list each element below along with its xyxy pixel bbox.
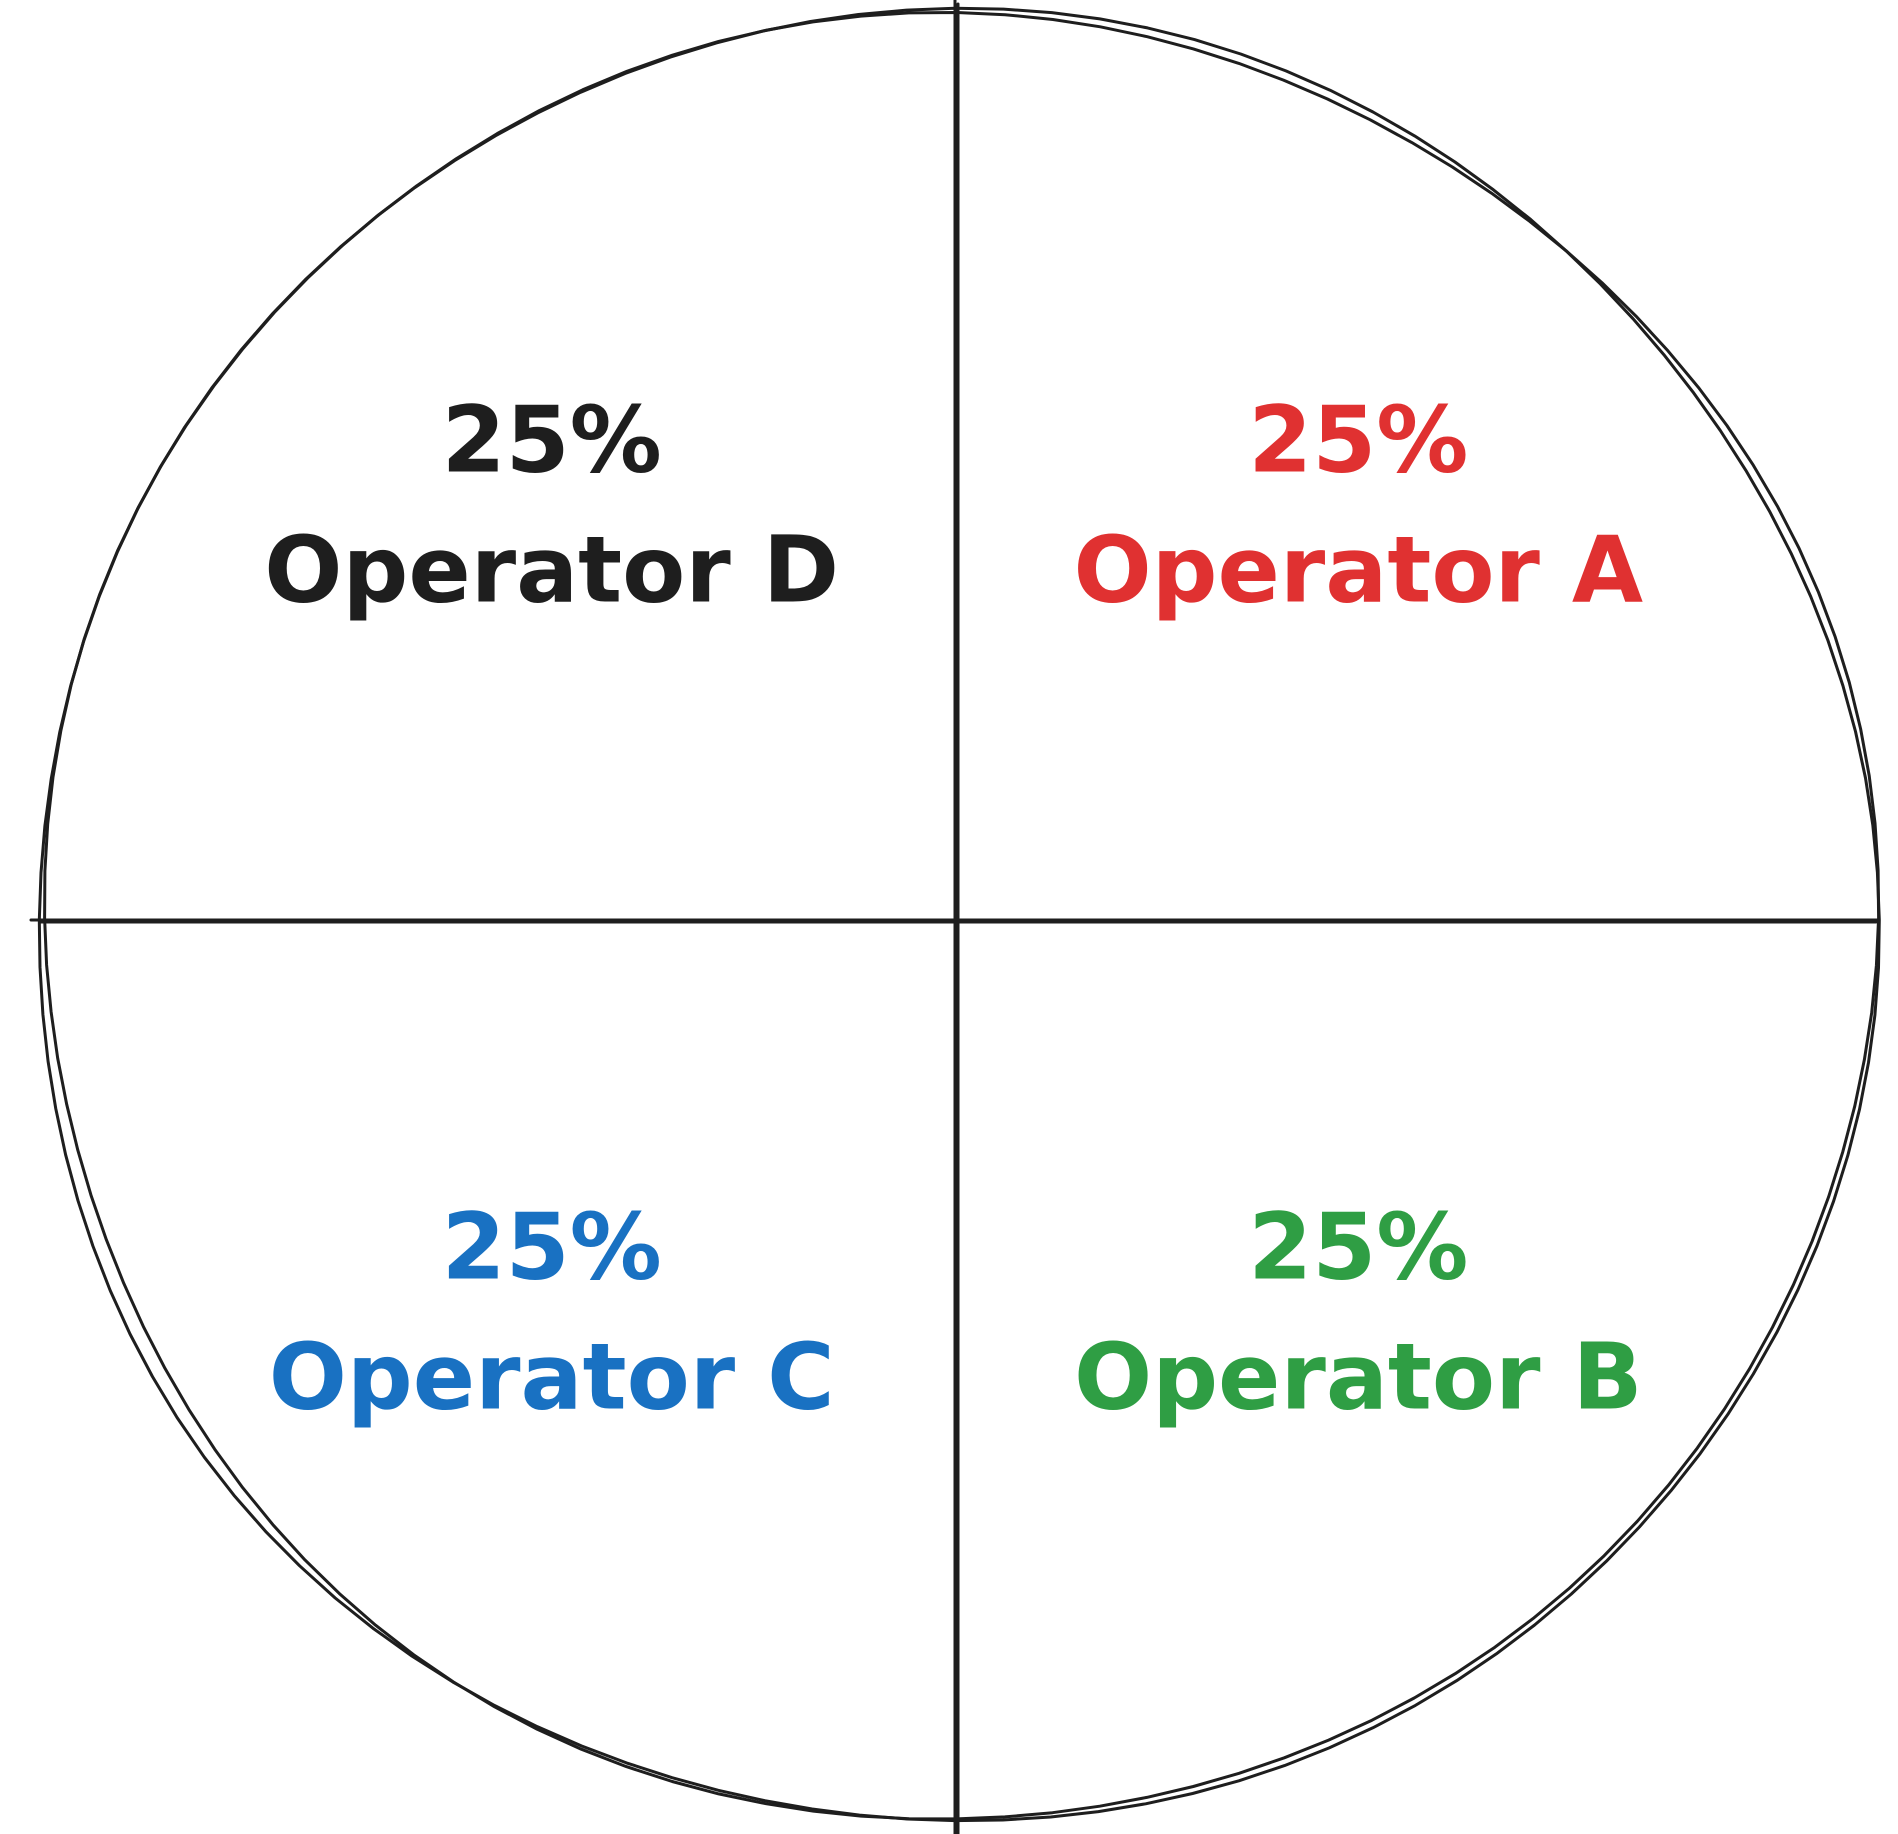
slice-value-label: 25% [442, 1193, 662, 1300]
slice-category-label: Operator D [264, 517, 839, 624]
slice-value-label: 25% [1248, 387, 1468, 494]
pie-slices [29, 0, 1881, 1834]
slice-value-label: 25% [442, 387, 662, 494]
slice-category-label: Operator C [269, 1323, 835, 1430]
pie-labels: 25% Operator A 25% Operator B 25% Operator C 2… [264, 387, 1643, 1431]
pie-outline-circle-stroke2 [43, 11, 1881, 1821]
slice-category-label: Operator A [1073, 517, 1643, 624]
slice-value-label: 25% [1248, 1193, 1468, 1300]
slice-category-label: Operator B [1074, 1323, 1643, 1430]
